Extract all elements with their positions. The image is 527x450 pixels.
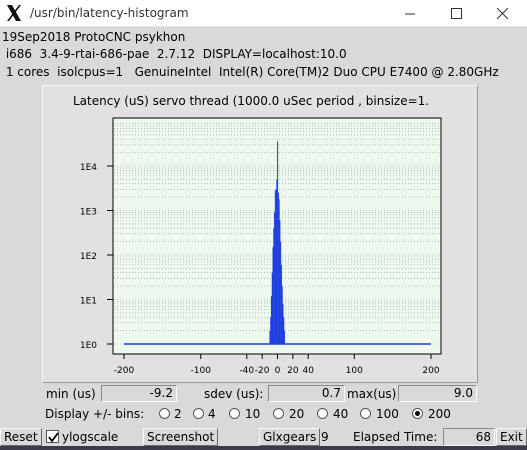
histogram-bar [270, 317, 272, 344]
x-tick-label: 0 [275, 366, 281, 376]
histogram-bar [282, 303, 284, 344]
bins-radio-20[interactable] [273, 408, 284, 419]
histogram-bar [271, 272, 273, 344]
histogram-bar [277, 192, 279, 344]
bins-option-label: 200 [428, 407, 451, 421]
chart-title: Latency (uS) servo thread (1000.0 uSec p… [73, 94, 430, 108]
sdev-value: 0.7 [268, 385, 345, 402]
bins-option-label: 20 [289, 407, 305, 421]
x-tick-label: 40 [302, 366, 314, 376]
x-tick-label: -20 [255, 366, 270, 376]
histogram-bar [274, 190, 276, 344]
bins-radio-2[interactable] [159, 408, 170, 419]
close-button[interactable] [479, 0, 525, 27]
bins-label: Display +/- bins: [45, 407, 145, 421]
histogram-bar [283, 317, 285, 344]
bins-radio-100[interactable] [360, 408, 371, 419]
max-value: 9.0 [398, 385, 477, 402]
y-tick-label: 1E1 [80, 297, 97, 307]
host-info: 19Sep2018 ProtoCNC psykhon [2, 30, 186, 44]
histogram-bar [281, 286, 283, 344]
bins-radio-200[interactable] [412, 408, 423, 419]
exit-button[interactable]: Exit [496, 428, 527, 446]
x-tick-label: -100 [191, 366, 212, 376]
bins-radio-40[interactable] [317, 408, 328, 419]
max-label: max(us) [347, 387, 397, 401]
histogram-bar [273, 228, 275, 344]
window-title: /usr/bin/latency-histogram [30, 6, 189, 20]
bins-option-label: 40 [333, 407, 349, 421]
title-bar: /usr/bin/latency-histogram [0, 0, 527, 27]
min-value: -9.2 [101, 385, 177, 402]
ylogscale-label: ylogscale [62, 430, 119, 444]
glxgears-count: 9 [321, 430, 329, 444]
bins-option-label: 10 [245, 407, 261, 421]
ylogscale-checkbox[interactable] [46, 430, 59, 443]
x-tick-label: -40 [239, 366, 254, 376]
taskbar-strip [0, 446, 527, 450]
y-tick-label: 1E0 [80, 341, 97, 351]
x-tick-label: 200 [422, 366, 439, 376]
elapsed-value: 68 [443, 428, 495, 446]
y-tick-label: 1E2 [80, 252, 97, 262]
x-logo-icon [5, 4, 23, 22]
histogram-bar [276, 179, 278, 344]
histogram-bar [279, 220, 281, 344]
checkmark-icon [48, 432, 59, 443]
bins-option-label: 2 [174, 407, 182, 421]
x-tick-label: 20 [287, 366, 299, 376]
minimize-icon [404, 13, 415, 15]
histogram-bar [272, 247, 274, 344]
histogram-bar [280, 241, 282, 344]
sdev-label: sdev (us): [204, 387, 264, 401]
histogram-bar [275, 189, 277, 344]
x-tick-label: -200 [114, 366, 135, 376]
kernel-info: i686 3.4-9-rtai-686-pae 2.7.12 DISPLAY=l… [2, 47, 347, 61]
cpu-info: 1 cores isolcpus=1 GenuineIntel Intel(R)… [2, 65, 499, 79]
histogram-bar [274, 212, 276, 344]
histogram-bar [269, 330, 271, 344]
y-tick-label: 1E4 [80, 163, 97, 173]
x-tick-label: 100 [346, 366, 363, 376]
min-label: min (us) [46, 387, 96, 401]
reset-button[interactable]: Reset [0, 428, 42, 446]
histogram-bar [270, 295, 272, 344]
glxgears-button[interactable]: Glxgears [259, 428, 321, 446]
histogram-bar [277, 141, 279, 344]
bins-radio-4[interactable] [193, 408, 204, 419]
maximize-button[interactable] [433, 0, 479, 27]
close-icon [496, 8, 508, 19]
bins-radio-10[interactable] [229, 408, 240, 419]
histogram-bar [284, 330, 286, 344]
bins-option-label: 4 [208, 407, 216, 421]
histogram-bar [280, 264, 282, 344]
bins-option-label: 100 [376, 407, 399, 421]
maximize-icon [450, 8, 462, 19]
histogram-bar [278, 199, 280, 344]
screenshot-button[interactable]: Screenshot [143, 428, 219, 446]
minimize-button[interactable] [387, 0, 433, 27]
elapsed-label: Elapsed Time: [353, 430, 438, 444]
y-tick-label: 1E3 [80, 208, 97, 218]
